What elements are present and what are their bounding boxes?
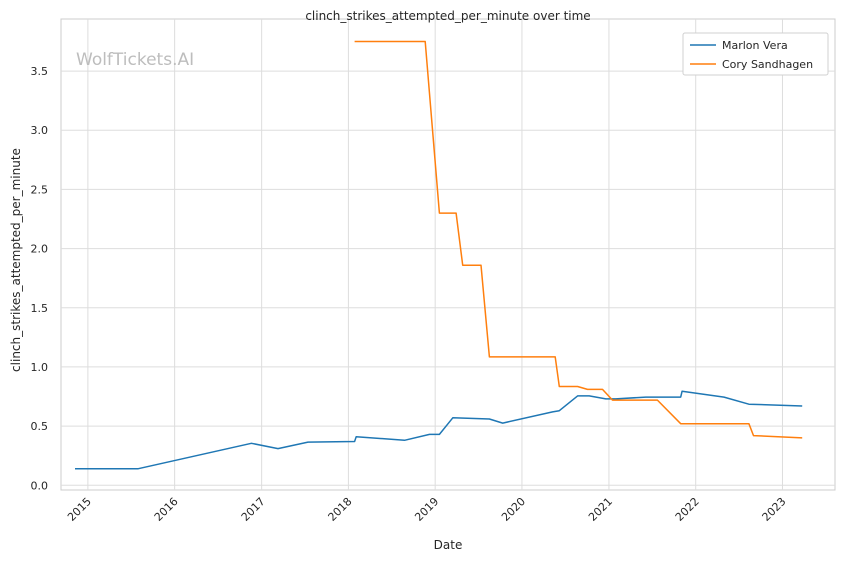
x-tick-label: 2019 xyxy=(412,495,441,524)
plot-area xyxy=(60,18,836,491)
x-axis-label: Date xyxy=(434,538,463,552)
y-tick-label: 2.0 xyxy=(31,243,49,256)
series-line-cory-sandhagen xyxy=(354,40,803,439)
legend-box xyxy=(682,32,829,76)
chart-title: clinch_strikes_attempted_per_minute over… xyxy=(305,9,590,23)
x-tick-label: 2018 xyxy=(326,495,355,524)
y-tick-label: 1.0 xyxy=(31,361,49,374)
y-tick-label: 0.5 xyxy=(31,420,49,433)
x-tick-label: 2020 xyxy=(499,495,528,524)
y-tick-labels: 0.0 0.5 1.0 1.5 2.0 2.5 3.0 3.5 xyxy=(31,65,49,492)
x-tick-label: 2023 xyxy=(760,495,789,524)
y-tick-label: 3.0 xyxy=(31,124,49,137)
legend-label-cory-sandhagen: Cory Sandhagen xyxy=(722,58,813,71)
x-tick-label: 2017 xyxy=(239,495,268,524)
x-tick-label: 2016 xyxy=(152,495,181,524)
legend-label-marlon-vera: Marlon Vera xyxy=(722,39,788,52)
x-tick-label: 2021 xyxy=(586,495,615,524)
y-tick-label: 1.5 xyxy=(31,302,49,315)
legend: Marlon Vera Cory Sandhagen xyxy=(682,32,829,76)
y-tick-label: 0.0 xyxy=(31,479,49,492)
x-tick-label: 2015 xyxy=(65,495,94,524)
series-line-marlon-vera xyxy=(75,390,803,470)
watermark: WolfTickets.AI xyxy=(76,50,194,70)
series-lines xyxy=(75,40,803,470)
y-tick-label: 3.5 xyxy=(31,65,49,78)
gridlines xyxy=(61,19,835,490)
x-tick-label: 2022 xyxy=(673,495,702,524)
x-tick-labels: 2015 2016 2017 2018 2019 2020 2021 2022 2023 xyxy=(65,495,789,524)
y-axis-label: clinch_strikes_attempted_per_minute xyxy=(9,148,23,372)
y-tick-label: 2.5 xyxy=(31,183,49,196)
